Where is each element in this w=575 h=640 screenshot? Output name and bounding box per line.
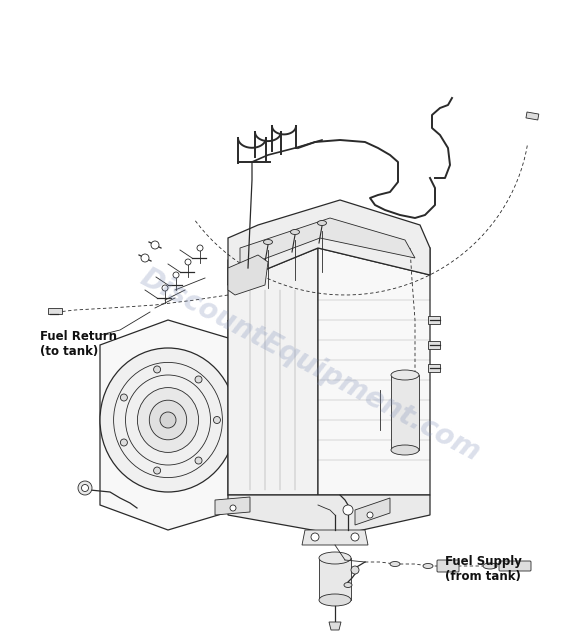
Ellipse shape	[100, 348, 236, 492]
Ellipse shape	[150, 400, 187, 440]
Circle shape	[351, 566, 359, 574]
Polygon shape	[391, 375, 419, 450]
Bar	[526, 112, 539, 120]
Ellipse shape	[391, 445, 419, 455]
Polygon shape	[319, 558, 351, 600]
Ellipse shape	[483, 563, 497, 569]
Polygon shape	[318, 248, 430, 495]
Circle shape	[141, 254, 149, 262]
Polygon shape	[329, 622, 341, 630]
Ellipse shape	[344, 582, 352, 588]
Circle shape	[195, 457, 202, 464]
Bar	[428, 316, 440, 324]
Circle shape	[173, 272, 179, 278]
Ellipse shape	[390, 561, 400, 566]
Polygon shape	[215, 497, 250, 515]
Polygon shape	[228, 255, 268, 295]
Ellipse shape	[423, 563, 433, 568]
Circle shape	[82, 484, 89, 492]
Circle shape	[162, 285, 168, 291]
Polygon shape	[355, 498, 390, 525]
Circle shape	[351, 533, 359, 541]
FancyBboxPatch shape	[437, 560, 459, 572]
Circle shape	[120, 394, 128, 401]
Polygon shape	[100, 320, 235, 530]
Polygon shape	[228, 200, 430, 285]
FancyBboxPatch shape	[499, 561, 531, 571]
Ellipse shape	[317, 221, 327, 225]
Circle shape	[120, 439, 128, 446]
Text: DiscountEquipment.com: DiscountEquipment.com	[135, 263, 485, 467]
Ellipse shape	[137, 388, 198, 452]
Polygon shape	[228, 320, 235, 510]
Ellipse shape	[290, 230, 300, 234]
Bar	[428, 341, 440, 349]
Circle shape	[78, 481, 92, 495]
Circle shape	[367, 512, 373, 518]
Polygon shape	[228, 220, 430, 285]
Polygon shape	[228, 495, 430, 535]
Circle shape	[230, 505, 236, 511]
Ellipse shape	[319, 594, 351, 606]
Circle shape	[154, 467, 160, 474]
Polygon shape	[302, 530, 368, 545]
Circle shape	[343, 505, 353, 515]
Text: Fuel Return
(to tank): Fuel Return (to tank)	[40, 330, 117, 358]
Circle shape	[195, 376, 202, 383]
Circle shape	[311, 533, 319, 541]
Polygon shape	[228, 248, 318, 495]
Circle shape	[154, 366, 160, 373]
Circle shape	[160, 412, 176, 428]
Bar	[48, 308, 62, 314]
Circle shape	[185, 259, 191, 265]
Bar	[428, 364, 440, 372]
Ellipse shape	[391, 370, 419, 380]
Ellipse shape	[263, 239, 273, 244]
Circle shape	[151, 241, 159, 249]
Circle shape	[213, 417, 220, 424]
Circle shape	[197, 245, 203, 251]
Text: Fuel Supply
(from tank): Fuel Supply (from tank)	[445, 555, 522, 583]
Ellipse shape	[319, 552, 351, 564]
Polygon shape	[240, 218, 415, 268]
